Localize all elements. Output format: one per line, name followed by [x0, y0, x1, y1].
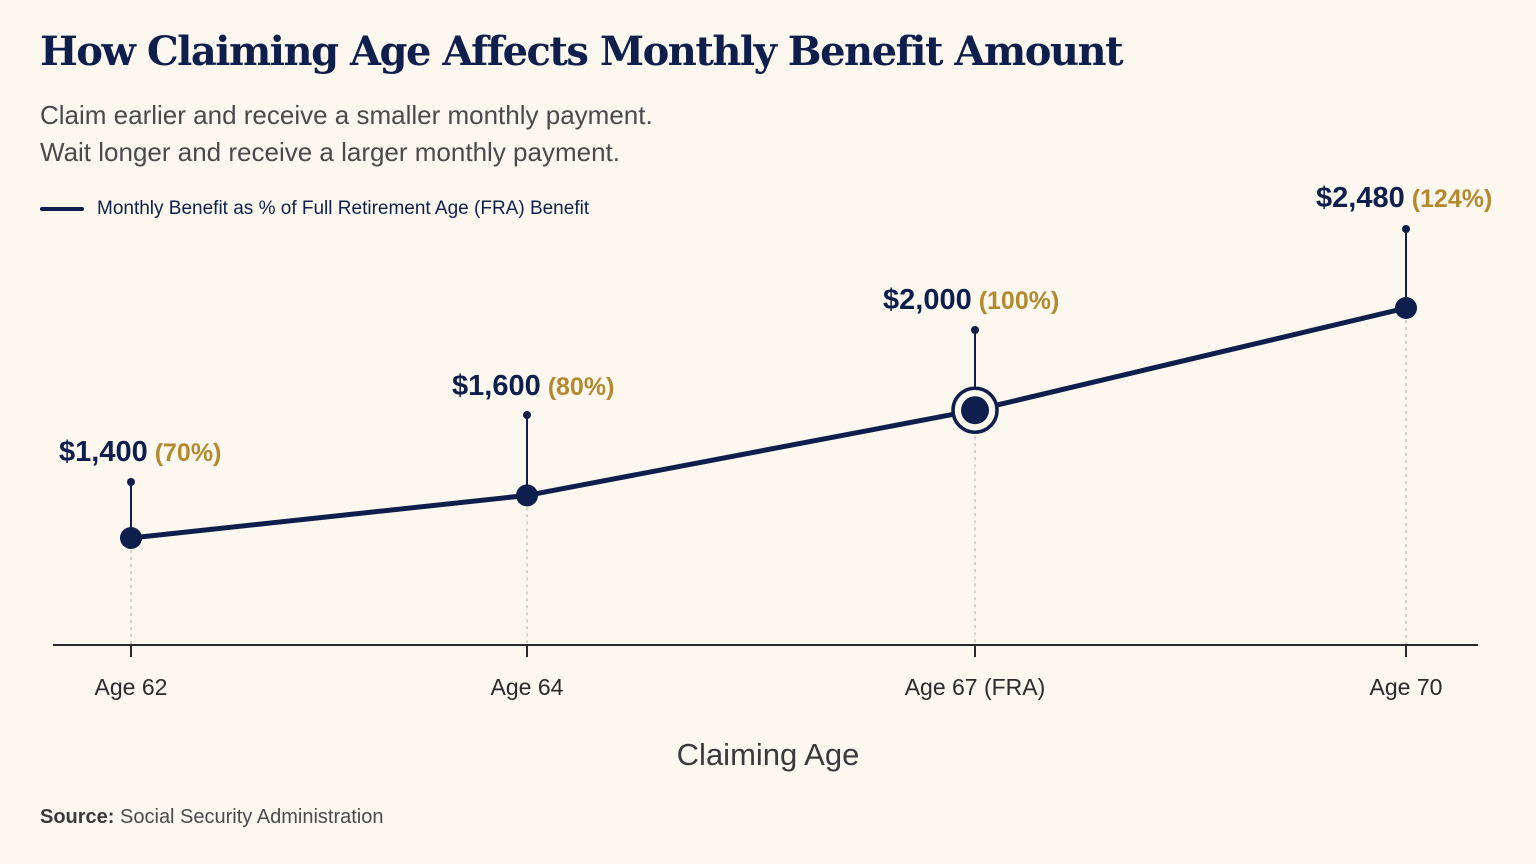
data-label-4: $2,480 (124%) [1316, 182, 1492, 214]
leader-dot-3 [971, 326, 979, 334]
legend-label: Monthly Benefit as % of Full Retirement … [97, 198, 590, 219]
series-line [128, 305, 1409, 541]
x-tick-label-2: Age 64 [491, 674, 564, 700]
value-label-3: $2,000 [883, 284, 972, 316]
data-label-2: $1,600 (80%) [452, 370, 614, 402]
chart-subtitle-line-2: Wait longer and receive a larger monthly… [40, 137, 620, 167]
source-text: Social Security Administration [120, 806, 384, 828]
leader-dot-2 [523, 411, 531, 419]
x-tick-label-1: Age 62 [95, 674, 168, 700]
percent-label-3: (100%) [979, 287, 1060, 315]
leader-dot-1 [127, 478, 135, 486]
percent-label-4: (124%) [1412, 185, 1493, 213]
data-point-3 [961, 396, 989, 425]
data-point-1 [120, 527, 142, 549]
legend-line-swatch [40, 207, 84, 211]
value-label-1: $1,400 [59, 436, 148, 468]
data-point-2 [516, 484, 538, 507]
chart-title: How Claiming Age Affects Monthly Benefit… [40, 28, 1124, 75]
x-tick-label-4: Age 70 [1370, 674, 1443, 700]
chart-subtitle-line-1: Claim earlier and receive a smaller mont… [40, 100, 653, 130]
percent-label-2: (80%) [548, 373, 615, 401]
data-point-4 [1395, 297, 1417, 320]
data-label-3: $2,000 (100%) [883, 284, 1059, 316]
source-note: Source: Social Security Administration [40, 806, 383, 829]
data-label-1: $1,400 (70%) [59, 436, 221, 468]
value-label-2: $1,600 [452, 370, 541, 402]
leader-dot-4 [1402, 225, 1410, 233]
source-label: Source: [40, 806, 115, 828]
x-axis-title: Claiming Age [676, 737, 860, 772]
percent-label-1: (70%) [155, 439, 222, 467]
value-label-4: $2,480 [1316, 182, 1405, 214]
x-tick-label-3: Age 67 (FRA) [905, 674, 1046, 700]
chart-legend: Monthly Benefit as % of Full Retirement … [40, 198, 589, 220]
